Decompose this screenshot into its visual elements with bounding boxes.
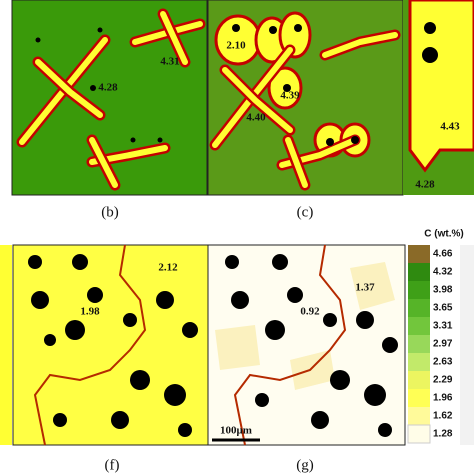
annotation: 2.12 bbox=[158, 262, 178, 274]
colorbar-tick-label: 2.63 bbox=[433, 357, 453, 368]
panel-label: (b) bbox=[101, 204, 119, 220]
annotation: 4.28 bbox=[98, 82, 118, 94]
colorbar-tick-label: 3.98 bbox=[433, 285, 453, 296]
colorbar-tick-label: 1.96 bbox=[433, 393, 453, 404]
annotation: 2.10 bbox=[226, 40, 246, 52]
particle bbox=[424, 22, 436, 34]
panel-label: (f) bbox=[105, 457, 120, 473]
colorbar-tick-label: 3.65 bbox=[433, 303, 453, 314]
particle bbox=[422, 47, 438, 63]
colorbar-tick-label: 2.29 bbox=[433, 375, 453, 386]
colorbar-tick-label: 4.66 bbox=[433, 249, 453, 260]
colorbar-tick-label: 2.97 bbox=[433, 339, 453, 350]
dendrites-b bbox=[16, 8, 206, 191]
grain-boundary bbox=[33, 244, 147, 446]
particles-g bbox=[225, 254, 398, 437]
colorbar-tick-label: 1.28 bbox=[433, 429, 453, 440]
panel-label: (c) bbox=[297, 204, 314, 220]
panel-f bbox=[12, 244, 209, 446]
colorbar-tick-label: 3.31 bbox=[433, 321, 453, 332]
annotation: 1.98 bbox=[80, 306, 100, 318]
panel-label: (g) bbox=[296, 457, 314, 473]
region-d bbox=[408, 0, 474, 173]
dendrites-c bbox=[209, 11, 401, 191]
annotation: 4.40 bbox=[246, 112, 266, 124]
annotation: 4.28 bbox=[415, 179, 435, 191]
colorbar-title: C (wt.%) bbox=[424, 229, 463, 240]
annotation: 4.43 bbox=[440, 121, 460, 133]
colorbar-tick-label: 1.62 bbox=[433, 411, 453, 422]
annotation: 4.39 bbox=[280, 90, 300, 102]
concentration-patch bbox=[215, 262, 395, 390]
colorbar bbox=[407, 245, 431, 444]
colorbar-tick-label: 4.32 bbox=[433, 267, 453, 278]
annotation: 1.37 bbox=[355, 282, 375, 294]
particles-f bbox=[28, 254, 198, 437]
annotation: 4.31 bbox=[160, 56, 179, 68]
annotation: 0.92 bbox=[300, 306, 320, 318]
scale-bar-label: 100μm bbox=[220, 425, 252, 437]
panel-h bbox=[460, 245, 474, 445]
panel-e bbox=[0, 245, 12, 445]
grain-boundary bbox=[233, 244, 347, 446]
